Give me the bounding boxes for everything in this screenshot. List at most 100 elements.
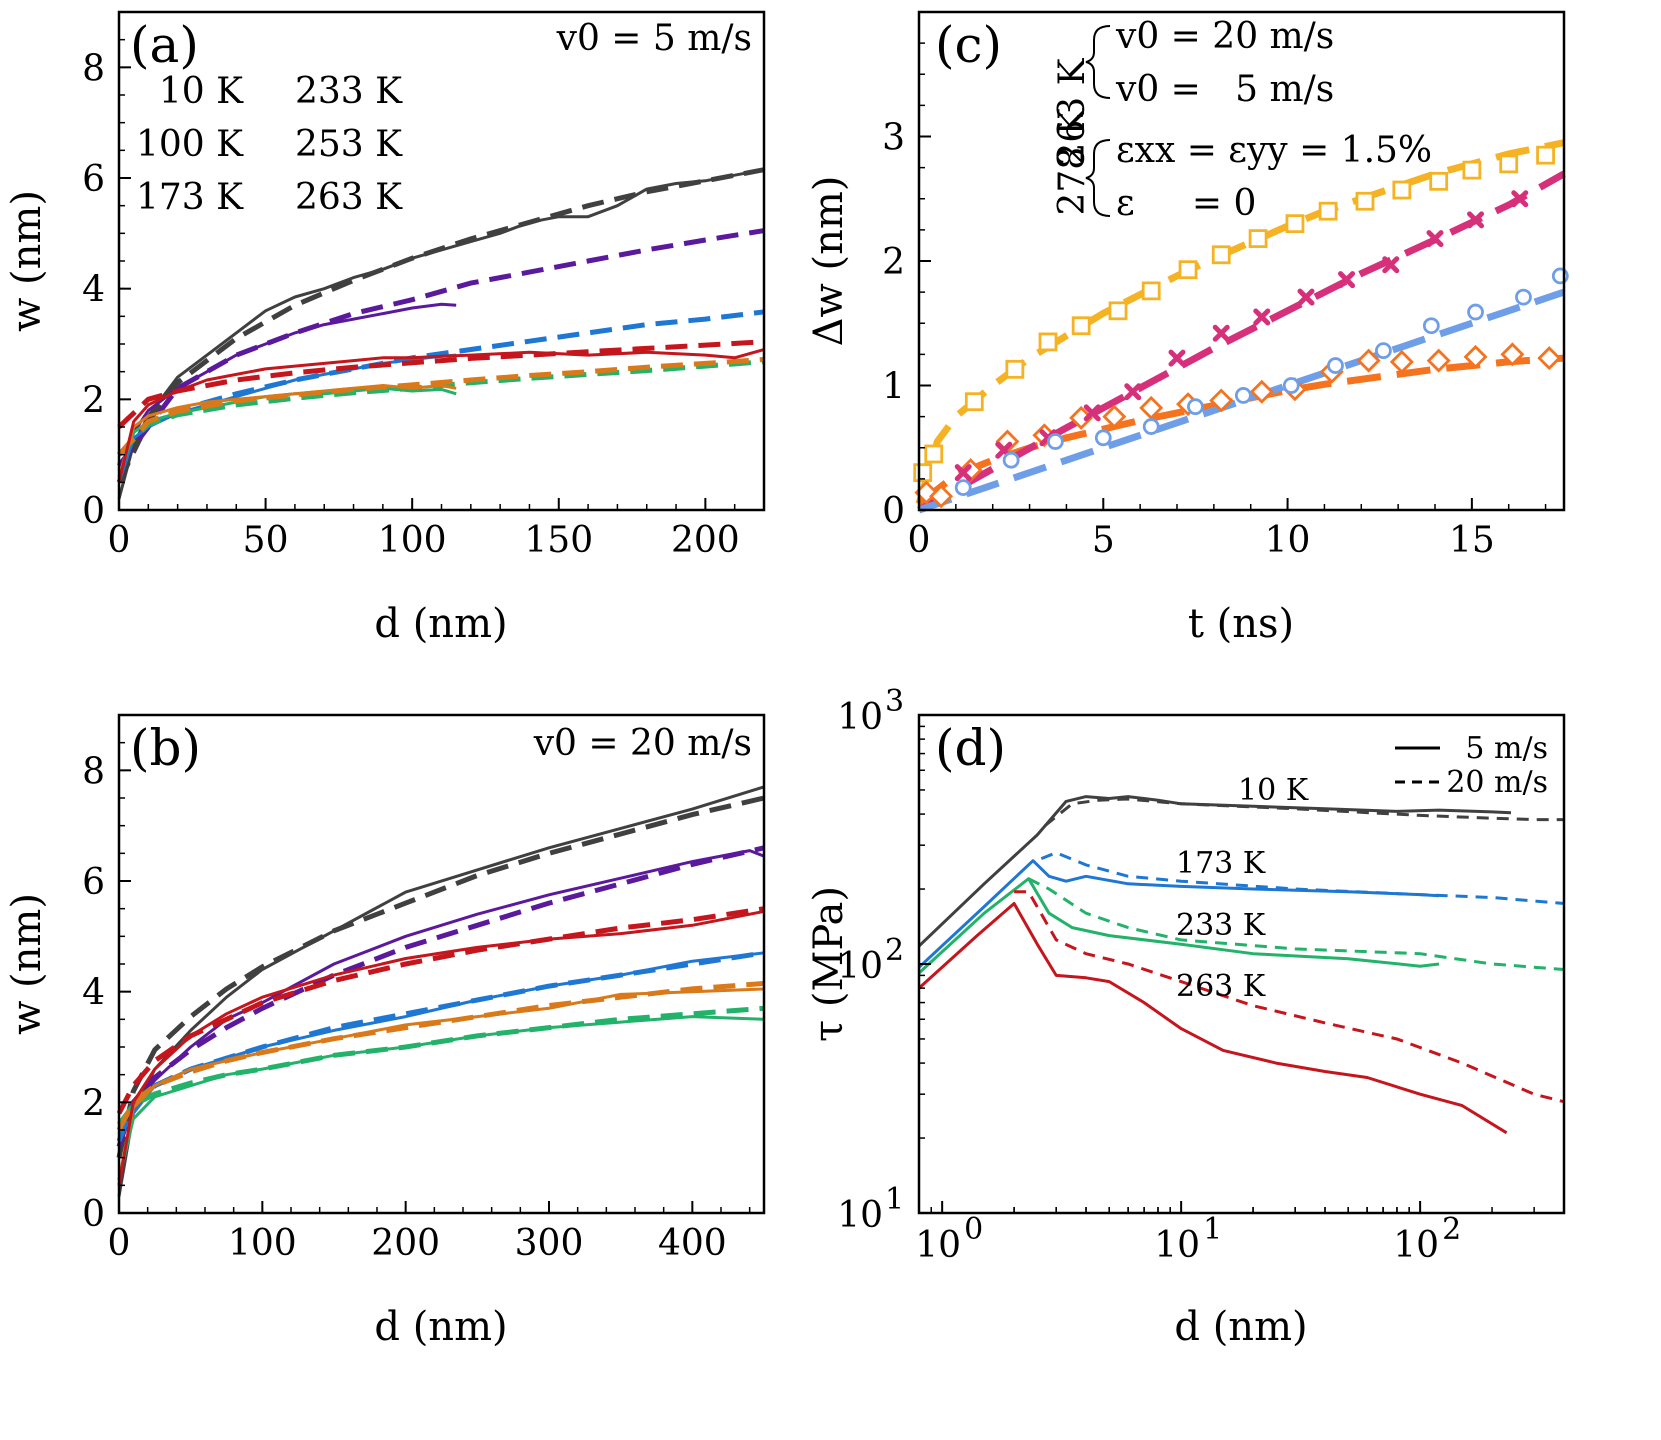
panel-c-ytick-label: 3 [882,118,905,159]
panel-c-point-0 [1515,288,1532,306]
panel-c-xtick-label: 5 [1092,520,1115,561]
panel-b-ticks: 0 100 200 300 400 0 2 4 6 8 [82,714,751,1264]
panel-a-label: (a) [130,16,199,74]
panel-a-line-263-k-fit [117,339,765,429]
panel-d-series-layer [917,795,1565,1135]
panel-c-legend-nostrain: ε = 0 [1116,183,1256,224]
panel-a: 0 50 100 150 200 0 2 4 6 8 (a) v0 = 5 m/s 10 K 10… [4,10,766,647]
panel-d: 10 0 10 1 10 210 110 210 3 (d) 5 m/s 20 m/s 10 K… [806,684,1566,1350]
panel-c-point-0 [1467,303,1484,321]
panel-a-legend-253k: 253 K [295,124,403,165]
panel-c-brace-bottom [1085,139,1111,217]
panel-b-ytick-label: 2 [82,1083,105,1124]
panel-a-ytick-label: 4 [82,270,105,311]
panel-d-ytick-exponent: 1 [885,1182,904,1217]
panel-c-point-0 [954,479,972,496]
panel-c-xtick-label: 15 [1449,520,1495,561]
panel-b-ytick-label: 4 [82,973,105,1014]
panel-b-ylabel: w (nm) [4,893,50,1035]
panel-c-point-xx-yy-1-5 [954,464,972,482]
panel-b-line-173-k-fit [116,950,765,1143]
panel-d-ytick-exponent: 3 [885,684,904,719]
panel-c-legend-20ms: v0 = 20 m/s [1115,16,1334,57]
panel-b-line-263-k-md [117,909,765,1186]
panel-b-line-10-k-fit [116,795,765,1159]
panel-d-ytick-exponent: 2 [885,933,904,968]
panel-c-frame [917,10,1566,512]
panel-c-point-v0-20-m-s [924,444,944,464]
panel-c-ticks: 0 5 10 15 0 1 2 3 [882,11,1547,561]
panel-b-xtick-label: 200 [371,1223,440,1264]
panel-c-point-v0-5-m-s [1102,404,1127,429]
panel-a-xtick-label: 150 [524,520,593,561]
panel-b-label: (b) [130,719,201,777]
panel-c-point-0 [1375,342,1392,360]
panel-b-line-253-k-fit [116,980,765,1132]
panel-c-point-v0-5-m-s [1463,344,1488,369]
panel-c-point-v0-20-m-s [1211,245,1231,265]
panel-c-point-v0-5-m-s [1249,379,1274,404]
panel-d-line-263-k-5ms [917,902,1508,1135]
panel-b-series-layer [116,785,765,1197]
panel-d-ylabel: τ (MPa) [806,886,852,1042]
panel-d-xtick-label: 10 [1154,1225,1200,1266]
panel-b-ytick-label: 6 [82,862,105,903]
panel-c-point-xx-yy-1-5 [1212,324,1230,342]
panel-a-ytick-label: 2 [82,380,105,421]
panel-c-point-v0-20-m-s [964,392,984,412]
panel-d-legend-20ms: 20 m/s [1446,765,1548,800]
panel-c: 0 5 10 15 0 1 2 3 (c) 263 K 278 K v0 = 20 m/s v… [806,10,1569,647]
panel-c-point-v0-5-m-s [1209,388,1234,413]
panel-c-point-0 [1422,317,1440,335]
panel-a-frame [117,10,766,512]
panel-c-point-0 [1002,451,1020,469]
panel-c-point-v0-20-m-s [1318,201,1338,221]
panel-d-line-233-k-20ms [1027,877,1565,971]
panel-a-ytick-label: 8 [82,48,105,89]
panel-b-xlabel: d (nm) [374,1304,507,1350]
panel-c-point-v0-5-m-s [1537,346,1562,371]
panel-a-xtick-label: 50 [243,520,289,561]
panel-d-label: (d) [935,719,1006,777]
panel-b-xtick-label: 0 [108,1223,131,1264]
panel-d-xtick-label: 10 [915,1225,961,1266]
panel-d-line-263-k-20ms [1014,890,1565,1104]
panel-c-ytick-label: 1 [882,367,905,408]
panel-c-fit-v0-5-m-s [916,354,1565,507]
panel-c-series-layer [913,139,1569,514]
panel-c-legend-5ms: v0 = 5 m/s [1115,69,1334,110]
panel-c-point-xx-yy-1-5 [1083,404,1101,422]
panel-c-point-v0-20-m-s [1108,301,1128,321]
panel-b-line-100-k-fit [116,845,765,1148]
panel-c-point-v0-20-m-s [1005,359,1025,379]
panel-c-point-xx-yy-1-5 [1511,190,1529,208]
panel-a-series-layer [116,167,765,500]
panel-d-xtick-label: 10 [1393,1225,1439,1266]
panel-c-brace-top [1085,25,1111,99]
panel-c-ylabel: Δw (nm) [806,176,852,347]
panel-c-point-v0-20-m-s [1499,154,1519,174]
panel-c-point-xx-yy-1-5 [1382,256,1400,274]
panel-c-point-v0-5-m-s [1389,349,1414,374]
panel-b-line-173-k-md [117,951,765,1181]
panel-a-xtick-label: 0 [108,520,131,561]
panel-c-point-v0-20-m-s [1462,160,1482,180]
panel-d-ytick-label: 10 [837,1195,883,1236]
panel-b-line-233-k-fit [116,1005,765,1126]
panel-c-xlabel: t (ns) [1188,601,1294,647]
panel-a-annotation: v0 = 5 m/s [556,18,752,59]
panel-c-point-v0-20-m-s [1429,171,1449,191]
panel-d-ticks: 10 0 10 1 10 210 110 210 3 [837,684,1565,1266]
panel-d-line-233-k-5ms [917,877,1440,975]
panel-a-legend-100k: 100 K [136,124,244,165]
panel-c-point-v0-20-m-s [1248,229,1268,248]
panel-c-point-v0-5-m-s [1426,348,1451,373]
panel-c-point-0 [1094,429,1112,447]
panel-d-label-173k: 173 K [1176,846,1266,881]
panel-b-ytick-label: 8 [82,751,105,792]
panel-c-point-v0-20-m-s [1355,191,1375,211]
panel-c-point-v0-20-m-s [1071,316,1091,336]
panel-a-legend-10k: 10 K [159,71,244,112]
panel-b-ytick-label: 0 [82,1194,105,1235]
